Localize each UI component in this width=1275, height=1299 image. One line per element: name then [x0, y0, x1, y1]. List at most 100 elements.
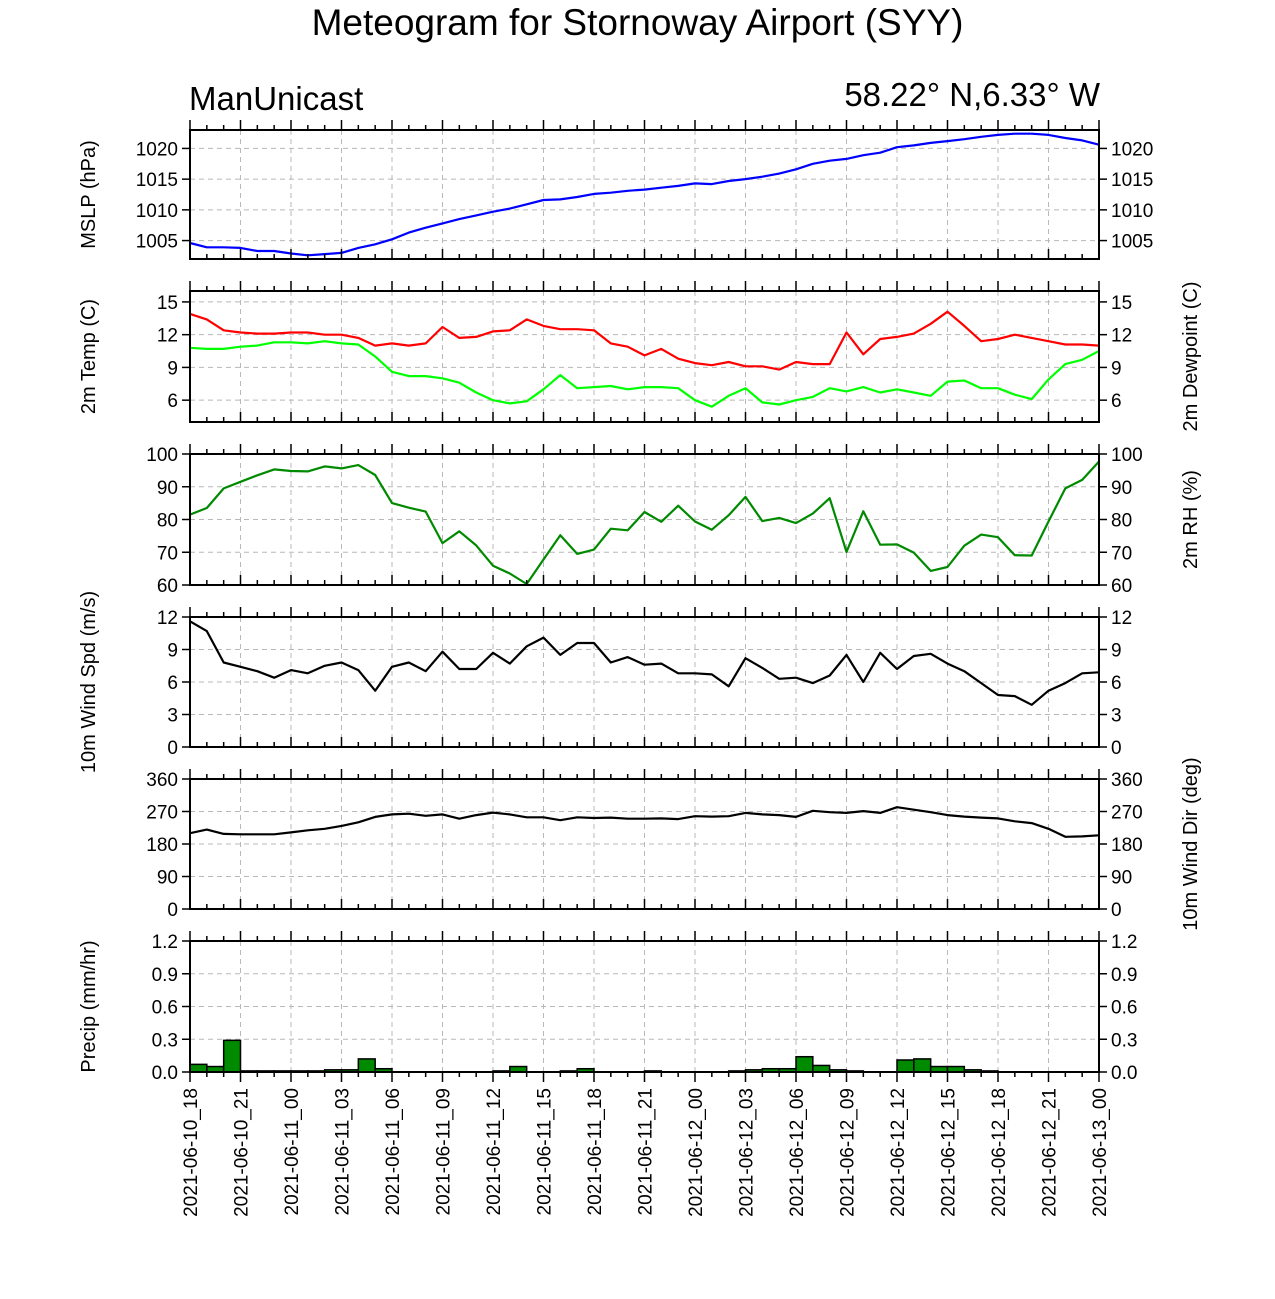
y-tick-label: 1.2	[152, 932, 178, 953]
x-tick-label: 2021-06-12_15	[939, 1088, 960, 1217]
y-tick-label: 70	[157, 543, 178, 564]
panel-temp: 6 6 9 9 12 12 15 15 2m Temp (C) 2m Dewpoint (C)	[78, 281, 1202, 432]
y-tick-label: 12	[157, 326, 178, 347]
precip-bar	[357, 1058, 376, 1073]
y-tick-label: 0	[1111, 900, 1122, 921]
y-tick-label: 90	[1111, 478, 1132, 499]
x-tick-label: 2021-06-12_09	[838, 1088, 859, 1217]
y-tick-label: 6	[167, 391, 178, 412]
y-tick-label: 270	[1111, 803, 1143, 824]
x-tick-label: 2021-06-13_00	[1090, 1088, 1111, 1217]
y-tick-label: 360	[146, 770, 178, 791]
panel-rh: 60 60 70 70 80 80 90 90 100 100 2m RH (%)	[146, 444, 1202, 597]
x-tick-label: 2021-06-12_18	[989, 1088, 1010, 1217]
y-axis-label-right: 2m RH (%)	[1180, 470, 1202, 569]
x-tick-label: 2021-06-11_03	[333, 1088, 354, 1215]
model-name: ManUnicast	[189, 80, 364, 117]
y-tick-label: 0	[167, 738, 178, 759]
y-tick-label: 90	[157, 478, 178, 499]
precip-bar	[222, 1039, 242, 1073]
y-tick-label: 1020	[136, 139, 178, 160]
y-tick-label: 0.0	[1111, 1063, 1137, 1084]
panel-wind_dir: 0 0 90 90 180 180 270 270 360 360 10m Wind Dir (de…	[146, 757, 1202, 930]
y-tick-label: 80	[1111, 511, 1132, 532]
y-tick-label: 60	[157, 576, 178, 597]
y-tick-label: 0	[167, 900, 178, 921]
precip-bar	[189, 1063, 208, 1073]
y-axis-label-left: Precip (mm/hr)	[78, 940, 100, 1072]
y-tick-label: 180	[1111, 835, 1143, 856]
y-tick-label: 100	[1111, 445, 1143, 466]
x-tick-label: 2021-06-11_12	[484, 1088, 505, 1215]
y-tick-label: 0.9	[152, 965, 178, 986]
x-tick-label: 2021-06-11_00	[282, 1088, 303, 1215]
y-tick-label: 1020	[1111, 139, 1153, 160]
x-tick-label: 2021-06-11_09	[434, 1088, 455, 1215]
y-tick-label: 1005	[1111, 232, 1153, 253]
y-tick-label: 1010	[136, 201, 178, 222]
x-tick-label: 2021-06-12_06	[787, 1088, 808, 1217]
y-tick-label: 6	[1111, 673, 1122, 694]
y-axis-label-left: 10m Wind Spd (m/s)	[78, 591, 100, 773]
y-tick-label: 0.6	[152, 998, 178, 1019]
y-tick-label: 9	[167, 641, 178, 662]
y-axis-label-right: 10m Wind Dir (deg)	[1180, 757, 1202, 930]
y-tick-label: 0	[1111, 738, 1122, 759]
x-tick-label: 2021-06-10_18	[181, 1088, 202, 1217]
y-tick-label: 15	[1111, 293, 1132, 314]
precip-bar	[913, 1058, 932, 1073]
y-tick-label: 1010	[1111, 201, 1153, 222]
wind_dir-series-line	[189, 806, 1100, 838]
x-tick-label: 2021-06-11_15	[535, 1088, 556, 1215]
x-tick-label: 2021-06-12_21	[1040, 1088, 1061, 1217]
x-tick-label: 2021-06-11_21	[636, 1088, 657, 1215]
precip-bar	[896, 1059, 915, 1073]
y-tick-label: 3	[1111, 706, 1122, 727]
y-tick-label: 180	[146, 835, 178, 856]
y-tick-label: 9	[1111, 641, 1122, 662]
y-tick-label: 0.3	[1111, 1030, 1137, 1051]
y-tick-label: 60	[1111, 576, 1132, 597]
wind_speed-series-line	[189, 620, 1100, 706]
y-tick-label: 90	[1111, 868, 1132, 889]
y-tick-label: 360	[1111, 770, 1143, 791]
x-tick-label: 2021-06-12_12	[888, 1088, 909, 1217]
y-tick-label: 270	[146, 803, 178, 824]
y-tick-label: 9	[1111, 358, 1122, 379]
y-tick-label: 1005	[136, 232, 178, 253]
y-tick-label: 1015	[1111, 170, 1153, 191]
y-axis-label-left: MSLP (hPa)	[78, 140, 100, 249]
chart-title: Meteogram for Stornoway Airport (SYY)	[311, 2, 964, 43]
y-tick-label: 70	[1111, 543, 1132, 564]
x-tick-label: 2021-06-12_00	[686, 1088, 707, 1217]
y-tick-label: 12	[1111, 608, 1132, 629]
y-tick-label: 0.9	[1111, 965, 1137, 986]
y-tick-label: 6	[1111, 391, 1122, 412]
dewpoint-series-line	[189, 340, 1100, 408]
x-tick-label: 2021-06-12_03	[737, 1088, 758, 1217]
y-tick-label: 0.6	[1111, 998, 1137, 1019]
y-axis-label-left: 2m Temp (C)	[78, 299, 100, 414]
x-tick-label: 2021-06-11_18	[585, 1088, 606, 1215]
y-tick-label: 9	[167, 358, 178, 379]
rh-series-line	[189, 460, 1100, 586]
y-tick-label: 1.2	[1111, 932, 1137, 953]
panel-wind_speed: 0 0 3 3 6 6 9 9 12 12 10m Wind Spd (m/s)	[78, 591, 1132, 773]
y-tick-label: 12	[157, 608, 178, 629]
y-tick-label: 6	[167, 673, 178, 694]
y-tick-label: 100	[146, 445, 178, 466]
y-tick-label: 90	[157, 868, 178, 889]
temp-series-line	[189, 310, 1100, 371]
panel-precip: 0.0 0.0 0.3 0.3 0.6 0.6 0.9 0.9 1.2 1.2 Precip (mm…	[78, 931, 1137, 1084]
station-coordinates: 58.22° N,6.33° W	[844, 76, 1100, 113]
y-tick-label: 80	[157, 511, 178, 532]
y-tick-label: 0.0	[152, 1063, 178, 1084]
y-tick-label: 12	[1111, 326, 1132, 347]
y-tick-label: 3	[167, 706, 178, 727]
y-tick-label: 15	[157, 293, 178, 314]
x-tick-label: 2021-06-10_21	[232, 1088, 253, 1217]
panel-mslp: 1005 1005 1010 1010 1015 1015 1020 1020 MSLP (hP…	[78, 120, 1153, 260]
precip-bar	[795, 1055, 814, 1073]
x-tick-label: 2021-06-11_06	[383, 1088, 404, 1215]
